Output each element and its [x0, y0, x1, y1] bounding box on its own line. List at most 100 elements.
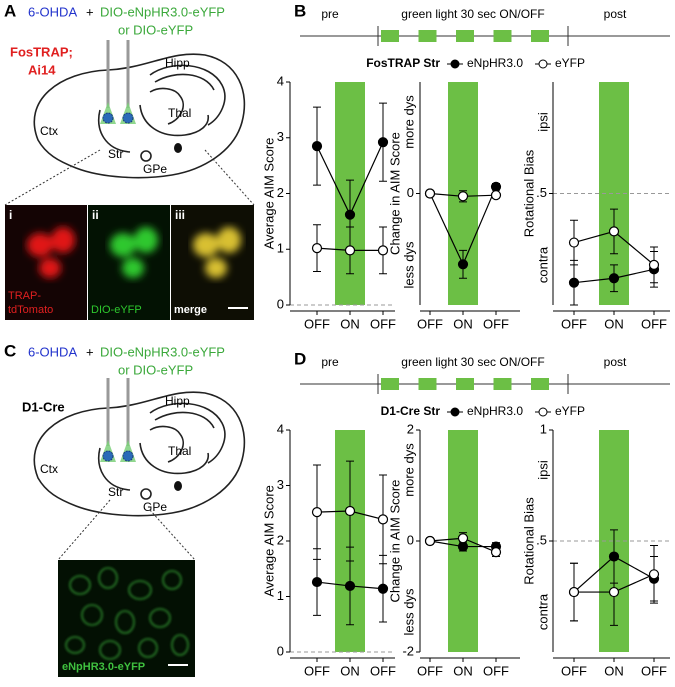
region-label: Thal — [168, 444, 191, 458]
y-axis-note: more dys — [401, 443, 416, 497]
region-label: GPe — [143, 500, 167, 514]
region-label: Hipp — [165, 56, 190, 70]
mouse-line: FosTRAP; — [10, 44, 73, 59]
mouse-line: D1-Cre — [22, 399, 65, 414]
y-tick-label: 0 — [277, 296, 284, 311]
panel-label: B — [294, 1, 306, 20]
data-point — [377, 137, 389, 148]
light-pulse — [456, 378, 474, 390]
y-axis-label: Rotational Bias — [521, 497, 536, 585]
data-point — [344, 580, 356, 592]
data-point — [648, 259, 660, 270]
data-point — [608, 551, 620, 562]
y-axis-note: ipsi — [535, 112, 550, 132]
legend-marker — [538, 407, 548, 417]
data-point — [424, 535, 436, 547]
data-point — [490, 546, 502, 558]
data-point — [377, 245, 389, 256]
y-tick-label: 2 — [277, 532, 284, 547]
data-point — [568, 277, 580, 288]
image-label: i — [9, 208, 12, 222]
data-point — [648, 569, 660, 580]
legend-title: D1-Cre Str — [381, 404, 441, 418]
data-point — [311, 507, 323, 518]
timeline-label: post — [604, 7, 627, 21]
y-axis-label: Average AIM Score — [261, 485, 276, 597]
data-point — [377, 583, 389, 594]
legend-marker — [538, 59, 548, 69]
mouse-line: Ai14 — [28, 62, 56, 77]
data-point — [311, 141, 323, 152]
x-tick-label: OFF — [304, 663, 330, 678]
data-point — [344, 245, 356, 256]
y-axis-note: contra — [535, 593, 550, 630]
caption: eNpHR3.0-eYFP — [62, 661, 145, 673]
x-tick-label: OFF — [304, 316, 330, 331]
caption: tdTomato — [8, 304, 53, 316]
construct-alt: or DIO-eYFP — [118, 362, 193, 377]
y-tick-label: 2 — [407, 421, 414, 436]
region-label: Thal — [168, 106, 191, 120]
construct: DIO-eNpHR3.0-eYFP — [100, 4, 225, 19]
plus: + — [86, 4, 94, 19]
x-tick-label: ON — [340, 316, 360, 331]
region-label: Ctx — [40, 124, 58, 138]
y-axis-label: Average AIM Score — [261, 138, 276, 250]
y-tick-label: 4 — [277, 421, 284, 436]
panel-label: A — [4, 1, 16, 20]
light-pulse — [531, 30, 549, 42]
x-tick-label: OFF — [641, 316, 667, 331]
y-tick-label: 3 — [277, 129, 284, 144]
x-tick-label: OFF — [370, 316, 396, 331]
x-tick-label: ON — [604, 316, 624, 331]
x-tick-label: OFF — [641, 663, 667, 678]
light-pulse — [418, 30, 437, 42]
caption: DIO-eYFP — [91, 304, 142, 316]
light-pulse — [381, 378, 399, 390]
y-tick-label: .5 — [536, 185, 547, 200]
micrograph — [58, 560, 195, 677]
data-point — [490, 190, 502, 201]
y-axis-label: Change in AIM Score — [387, 132, 402, 255]
data-point — [457, 533, 469, 544]
y-tick-label: 0 — [407, 185, 414, 200]
x-tick-label: ON — [453, 316, 473, 331]
y-axis-note: more dys — [401, 95, 416, 149]
data-point — [311, 243, 323, 254]
data-point — [457, 541, 469, 552]
region-label: Ctx — [40, 462, 58, 476]
timeline-label: green light 30 sec ON/OFF — [401, 355, 544, 369]
region-label: Str — [108, 147, 123, 161]
x-tick-label: OFF — [417, 316, 443, 331]
legend-marker — [450, 407, 460, 417]
construct: DIO-eNpHR3.0-eYFP — [100, 344, 225, 359]
light-pulse — [456, 30, 474, 42]
data-point — [490, 181, 502, 192]
light-pulse — [418, 378, 437, 390]
y-axis-note: ipsi — [535, 460, 550, 480]
timeline-label: pre — [321, 355, 339, 369]
brain-schematic — [32, 376, 246, 518]
data-point — [457, 259, 469, 270]
y-tick-label: 0 — [407, 532, 414, 547]
y-tick-label: 1 — [540, 421, 547, 436]
data-point — [424, 188, 436, 199]
caption: TRAP- — [8, 290, 41, 302]
panel-label: C — [4, 341, 16, 360]
legend-title: FosTRAP Str — [366, 56, 440, 70]
y-tick-label: 3 — [277, 477, 284, 492]
region-label: GPe — [143, 162, 167, 176]
data-point — [311, 576, 323, 588]
y-tick-label: -2 — [402, 643, 414, 658]
panel-label: D — [294, 349, 306, 368]
virus: 6-OHDA — [28, 344, 77, 359]
y-tick-label: 2 — [277, 185, 284, 200]
x-tick-label: OFF — [370, 663, 396, 678]
x-tick-label: ON — [453, 663, 473, 678]
legend-label: eYFP — [555, 404, 585, 418]
region-label: Hipp — [165, 394, 190, 408]
legend-label: eNpHR3.0 — [467, 56, 523, 70]
construct-alt: or DIO-eYFP — [118, 22, 193, 37]
x-tick-label: OFF — [483, 663, 509, 678]
